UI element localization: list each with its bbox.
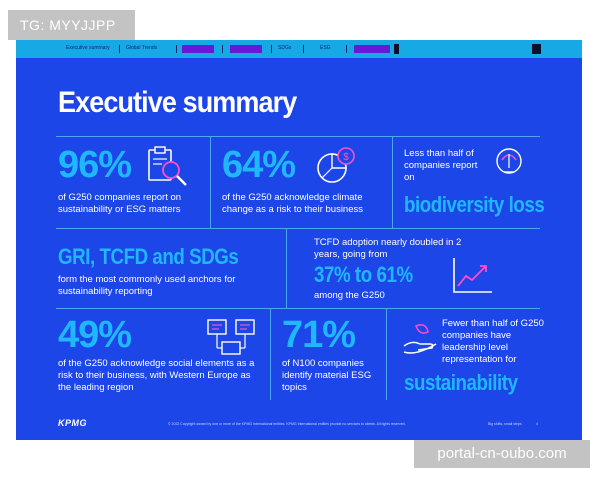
nav-block[interactable] <box>354 45 390 53</box>
nav-item-sdgs[interactable]: SDGs <box>278 45 292 51</box>
nav-separator <box>176 45 177 53</box>
biodiversity-highlight: biodiversity loss <box>404 192 545 217</box>
biodiversity-text: Less than half of companies report on <box>404 148 478 183</box>
stat-96-value: 96% <box>58 144 132 186</box>
stat-96-text: of G250 companies report on sustainabili… <box>58 192 182 215</box>
nav-block[interactable] <box>230 45 262 53</box>
nav-item-global-trends[interactable]: Global Trends <box>126 45 158 51</box>
network-screens-icon <box>207 319 255 355</box>
tcfd-text: TCFD adoption nearly doubled in 2 years,… <box>314 237 462 260</box>
stat-49-text: of the G250 acknowledge social elements … <box>58 358 255 393</box>
nav-separator <box>303 45 304 53</box>
divider <box>56 136 540 137</box>
pie-dollar-icon: $ <box>317 147 355 183</box>
frameworks-highlight: GRI, TCFD and SDGs <box>58 244 239 269</box>
divider <box>210 136 211 228</box>
page-title: Executive summary <box>58 86 297 119</box>
report-magnifier-icon <box>148 146 187 186</box>
nav-block[interactable] <box>182 45 214 53</box>
divider <box>286 228 287 308</box>
stat-71-text: of N100 companies identify material ESG … <box>282 358 372 393</box>
stat-49-value: 49% <box>58 314 132 356</box>
stat-71-value: 71% <box>282 314 356 356</box>
hand-leaf-icon <box>403 324 437 354</box>
divider <box>386 308 387 400</box>
leaf-hand-icon <box>496 148 522 174</box>
svg-text:$: $ <box>343 152 349 163</box>
tcfd-highlight: 37% to 61% <box>314 262 413 287</box>
nav-separator <box>222 45 223 53</box>
nav-separator <box>346 45 347 53</box>
footer-tagline: Big shifts, small steps <box>488 422 522 426</box>
report-slide: Executive summary Global Trends SDGs ESG… <box>16 40 582 440</box>
growth-chart-icon <box>453 258 492 293</box>
leadership-highlight: sustainability <box>404 370 518 395</box>
divider <box>56 228 540 229</box>
nav-marker <box>394 44 399 54</box>
tcfd-text-2: among the G250 <box>314 290 385 301</box>
watermark: portal-cn-oubo.com <box>414 440 590 468</box>
nav-item-esg[interactable]: ESG <box>320 45 331 51</box>
nav-separator <box>271 45 272 53</box>
frameworks-text: form the most commonly used anchors for … <box>58 274 236 297</box>
tg-badge: TG: MYYJJPP <box>8 10 135 40</box>
top-navigation-bar: Executive summary Global Trends SDGs ESG <box>16 40 582 58</box>
divider <box>270 308 271 400</box>
leadership-text: Fewer than half of G250 companies have l… <box>442 318 544 365</box>
divider <box>56 308 540 309</box>
nav-marker <box>532 44 541 54</box>
page-number: 4 <box>536 422 538 426</box>
stat-64-value: 64% <box>222 144 296 186</box>
nav-item-executive-summary[interactable]: Executive summary <box>66 45 110 51</box>
footer-copyright: © 2022 Copyright owned by one or more of… <box>168 422 406 426</box>
kpmg-logo: KPMG <box>58 418 87 428</box>
nav-separator <box>119 45 120 53</box>
stat-64-text: of the G250 acknowledge climate change a… <box>222 192 363 215</box>
divider <box>392 136 393 228</box>
